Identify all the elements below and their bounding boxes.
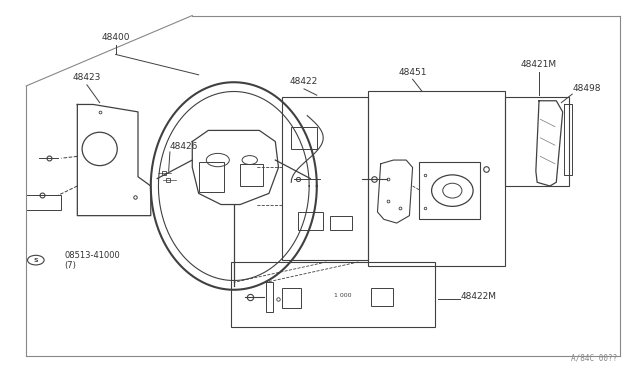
- Bar: [505, 97, 569, 186]
- Text: 08513-41000: 08513-41000: [65, 251, 120, 260]
- Bar: [371, 288, 394, 307]
- Bar: [198, 162, 224, 192]
- Text: (7): (7): [65, 261, 76, 270]
- Text: 48498: 48498: [572, 84, 601, 93]
- Text: 48426: 48426: [170, 142, 198, 151]
- Text: 48451: 48451: [398, 68, 427, 77]
- Bar: [291, 127, 317, 149]
- Bar: [282, 288, 301, 308]
- Text: 48421M: 48421M: [521, 60, 557, 70]
- Text: 1 000: 1 000: [333, 293, 351, 298]
- Bar: [230, 262, 435, 327]
- Bar: [282, 97, 368, 260]
- Bar: [419, 162, 479, 219]
- Text: 48422M: 48422M: [461, 292, 497, 301]
- Bar: [368, 92, 505, 266]
- Text: 48423: 48423: [73, 73, 101, 82]
- Text: 48400: 48400: [101, 33, 130, 42]
- Text: 48422: 48422: [290, 77, 318, 86]
- Bar: [266, 282, 273, 312]
- Bar: [298, 212, 323, 231]
- Text: A/84C 00??: A/84C 00??: [571, 353, 617, 362]
- Bar: [330, 216, 352, 231]
- Text: S: S: [33, 258, 38, 263]
- Bar: [240, 164, 262, 186]
- Bar: [26, 195, 61, 210]
